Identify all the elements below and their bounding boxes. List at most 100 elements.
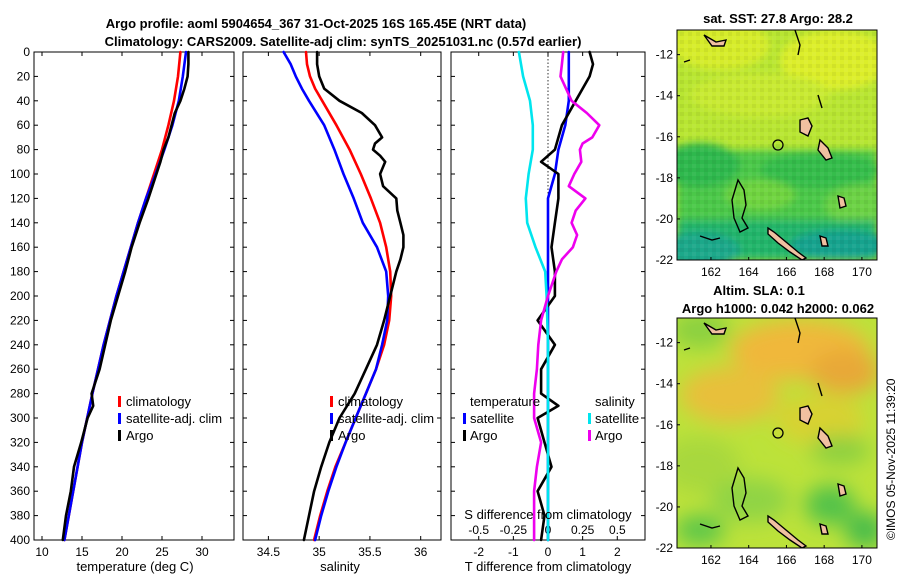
sst-map-field xyxy=(677,30,877,260)
legend-label-climatology: climatology xyxy=(338,394,404,409)
map-y-tick-label: -22 xyxy=(656,253,674,267)
salinity-panel: 34.5 35 35.5 36 xyxy=(242,50,442,559)
series-line-temperature-argo xyxy=(536,50,595,542)
x-tick-label: -1 xyxy=(508,545,519,559)
x-tick-label: 30 xyxy=(195,545,209,559)
series-line-satellite-adj-clim xyxy=(282,50,390,542)
x-tick-label: 20 xyxy=(115,545,129,559)
map-x-tick-label: 162 xyxy=(701,553,721,567)
y-tick-label: 20 xyxy=(17,69,31,83)
x-tick-label: 0 xyxy=(545,545,552,559)
y-tick-label: 380 xyxy=(10,509,30,523)
reef-outline xyxy=(731,178,749,233)
x-tick-label: 36 xyxy=(414,545,428,559)
s-x-tick-label: 0.5 xyxy=(609,523,626,537)
legend-title-temperature: temperature xyxy=(470,394,540,409)
difference-legend: temperature satellite Argo salinity sate… xyxy=(463,394,639,443)
map-x-tick-label: 162 xyxy=(701,265,721,279)
map-y-tick-label: -22 xyxy=(656,541,674,555)
legend-title-salinity: salinity xyxy=(595,394,635,409)
s-x-tick-label: -0.5 xyxy=(468,523,489,537)
map-y-tick-label: -18 xyxy=(656,171,674,185)
legend-swatch-satellite xyxy=(118,413,121,424)
x-tick-label: 10 xyxy=(35,545,49,559)
map-x-tick-label: 168 xyxy=(814,265,834,279)
new-caledonia-island-shape xyxy=(767,514,808,548)
y-tick-label: 40 xyxy=(17,94,31,108)
legend-swatch-satellite xyxy=(330,413,333,424)
s-x-tick-label: 0.25 xyxy=(571,523,595,537)
y-tick-label: 300 xyxy=(10,411,30,425)
x-tick-label: 25 xyxy=(155,545,169,559)
series-line-climatology xyxy=(304,50,393,542)
argo-position-marker xyxy=(772,139,784,151)
y-tick-label: 200 xyxy=(10,289,30,303)
sla-map-axes: 162 164 166 168 170 -12 -14 -16 -18 -20 -22 xyxy=(656,336,873,567)
map-y-tick-label: -20 xyxy=(656,212,674,226)
y-tick-label: 140 xyxy=(10,216,30,230)
x-tick-label: 2 xyxy=(614,545,621,559)
map-y-tick-label: -16 xyxy=(656,130,674,144)
legend-label-argo: Argo xyxy=(126,428,153,443)
sst-map-axes: 162 164 166 168 170 -12 -14 -16 -18 -20 -22 xyxy=(656,48,873,279)
map-x-tick-label: 170 xyxy=(852,553,872,567)
y-tick-label: 180 xyxy=(10,265,30,279)
temperature-panel: 0 20 40 60 80 100 120 140 160 180 200 220 240 260 280 3… xyxy=(10,45,235,559)
plot-frame xyxy=(242,51,442,541)
legend-label-satellite: satellite-adj. clim xyxy=(338,411,434,426)
y-tick-label: 120 xyxy=(10,191,30,205)
y-tick-label: 160 xyxy=(10,240,30,254)
y-tick-label: 220 xyxy=(10,313,30,327)
figure-title-line1: Argo profile: aoml 5904654_367 31-Oct-20… xyxy=(106,16,527,31)
legend-swatch-t-argo xyxy=(463,430,466,441)
difference-xlabel: T difference from climatology xyxy=(465,559,632,574)
temperature-xlabel: temperature (deg C) xyxy=(76,559,193,574)
map-y-tick-label: -14 xyxy=(656,89,674,103)
argo-position-marker xyxy=(772,427,784,439)
salinity-legend: climatology satellite-adj. clim Argo xyxy=(330,394,434,443)
y-tick-label: 0 xyxy=(23,45,30,59)
copyright-timestamp: ©IMOS 05-Nov-2025 11:39:20 xyxy=(884,378,898,540)
y-tick-label: 240 xyxy=(10,338,30,352)
legend-label-s-satellite: satellite xyxy=(595,411,639,426)
y-tick-label: 400 xyxy=(10,533,30,547)
difference-panel: -2 -1 0 1 2-0.5 -0.25 0 0.25 0.5 xyxy=(450,50,646,559)
map-x-tick-label: 166 xyxy=(776,265,796,279)
temperature-legend: climatology satellite-adj. clim Argo xyxy=(118,394,222,443)
s-x-tick-label: -0.25 xyxy=(500,523,528,537)
sla-map-title-line1: Altim. SLA: 0.1 xyxy=(713,283,805,298)
map-y-tick-label: -18 xyxy=(656,459,674,473)
legend-label-climatology: climatology xyxy=(126,394,192,409)
x-tick-label: 15 xyxy=(75,545,89,559)
map-x-tick-label: 166 xyxy=(776,553,796,567)
plot-frame xyxy=(33,51,235,541)
sla-map-title-line2: Argo h1000: 0.042 h2000: 0.062 xyxy=(682,301,874,316)
map-y-tick-label: -14 xyxy=(656,377,674,391)
y-tick-label: 280 xyxy=(10,387,30,401)
legend-label-t-satellite: satellite xyxy=(470,411,514,426)
s-difference-xlabel: S difference from climatology xyxy=(464,507,632,522)
map-y-tick-label: -12 xyxy=(656,336,674,350)
legend-swatch-t-satellite xyxy=(463,413,466,424)
new-caledonia-island-shape xyxy=(767,226,808,260)
salinity-xlabel: salinity xyxy=(320,559,360,574)
legend-label-t-argo: Argo xyxy=(470,428,497,443)
map-x-tick-label: 168 xyxy=(814,553,834,567)
y-tick-label: 100 xyxy=(10,167,30,181)
y-tick-label: 260 xyxy=(10,362,30,376)
legend-swatch-s-satellite xyxy=(588,413,591,424)
series-line-salinity-argo xyxy=(532,50,601,542)
legend-swatch-argo xyxy=(118,430,121,441)
y-tick-label: 360 xyxy=(10,484,30,498)
figure-title-line2: Climatology: CARS2009. Satellite-adj cli… xyxy=(105,34,582,49)
x-tick-label: 34.5 xyxy=(257,545,281,559)
y-tick-label: 60 xyxy=(17,118,31,132)
series-line-climatology xyxy=(63,50,182,542)
legend-swatch-climatology xyxy=(330,396,333,407)
reef-outline xyxy=(731,466,749,521)
map-x-tick-label: 170 xyxy=(852,265,872,279)
legend-swatch-s-argo xyxy=(588,430,591,441)
x-tick-label: 35.5 xyxy=(358,545,382,559)
series-line-argo xyxy=(302,50,405,542)
